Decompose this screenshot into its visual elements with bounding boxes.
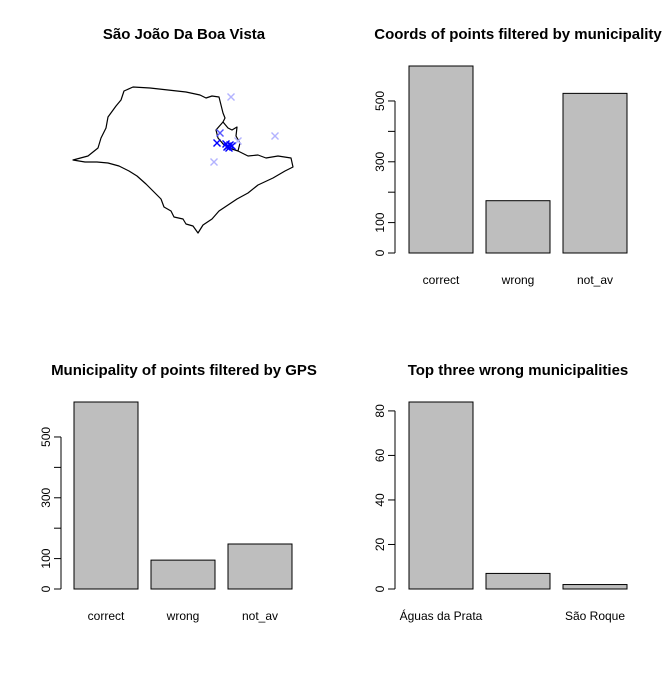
y-tick-label: 20: [373, 537, 387, 551]
chart-title: Coords of points filtered by municipalit…: [374, 26, 662, 43]
sao-paulo-state-outline: [72, 86, 294, 234]
bar-2: [227, 543, 293, 590]
y-tick-label: 300: [373, 151, 387, 171]
bar-2: [562, 584, 628, 590]
bar-1: [485, 572, 551, 590]
point-marker: [210, 158, 218, 166]
y-tick-label: 80: [373, 404, 387, 418]
y-tick-label: 0: [373, 249, 387, 256]
point-markers: [210, 93, 279, 166]
category-label: not_av: [577, 273, 613, 287]
y-tick-label: 0: [373, 585, 387, 592]
point-marker: [223, 143, 231, 151]
category-label: correct: [423, 273, 460, 287]
category-label: São Roque: [565, 609, 625, 623]
bar-1: [485, 200, 551, 254]
map-title: São João Da Boa Vista: [103, 26, 266, 43]
point-marker: [227, 93, 235, 101]
point-marker: [213, 139, 221, 147]
y-tick-label: 0: [39, 585, 53, 592]
chart-title: Municipality of points filtered by GPS: [51, 362, 317, 379]
category-label: Águas da Prata: [400, 608, 483, 623]
point-marker: [234, 137, 242, 145]
category-label: not_av: [242, 609, 278, 623]
chart-top-three-wrong-municipalities: Top three wrong municipalities Águas da P…: [373, 362, 628, 623]
bar-2: [562, 92, 628, 254]
chart-title: Top three wrong municipalities: [408, 362, 629, 379]
y-tick-label: 500: [39, 427, 53, 447]
bar-1: [150, 559, 216, 590]
bar-0: [73, 401, 139, 590]
bar-0: [408, 401, 474, 590]
point-marker: [271, 132, 279, 140]
chart-municipality-filtered-by-gps: Municipality of points filtered by GPS co…: [39, 362, 317, 623]
y-tick-label: 60: [373, 448, 387, 462]
metro-border-line: [215, 121, 239, 152]
chart-coords-filtered-by-municipality: Coords of points filtered by municipalit…: [373, 26, 662, 287]
point-marker: [225, 144, 233, 152]
y-tick-label: 500: [373, 91, 387, 111]
category-label: correct: [88, 609, 125, 623]
y-tick-label: 100: [373, 212, 387, 232]
y-tick-label: 100: [39, 548, 53, 568]
map-panel: São João Da Boa Vista: [72, 26, 294, 234]
bar-0: [408, 65, 474, 254]
category-label: wrong: [501, 273, 535, 287]
category-label: wrong: [166, 609, 200, 623]
point-marker: [216, 129, 224, 137]
y-tick-label: 300: [39, 487, 53, 507]
y-tick-label: 40: [373, 493, 387, 507]
